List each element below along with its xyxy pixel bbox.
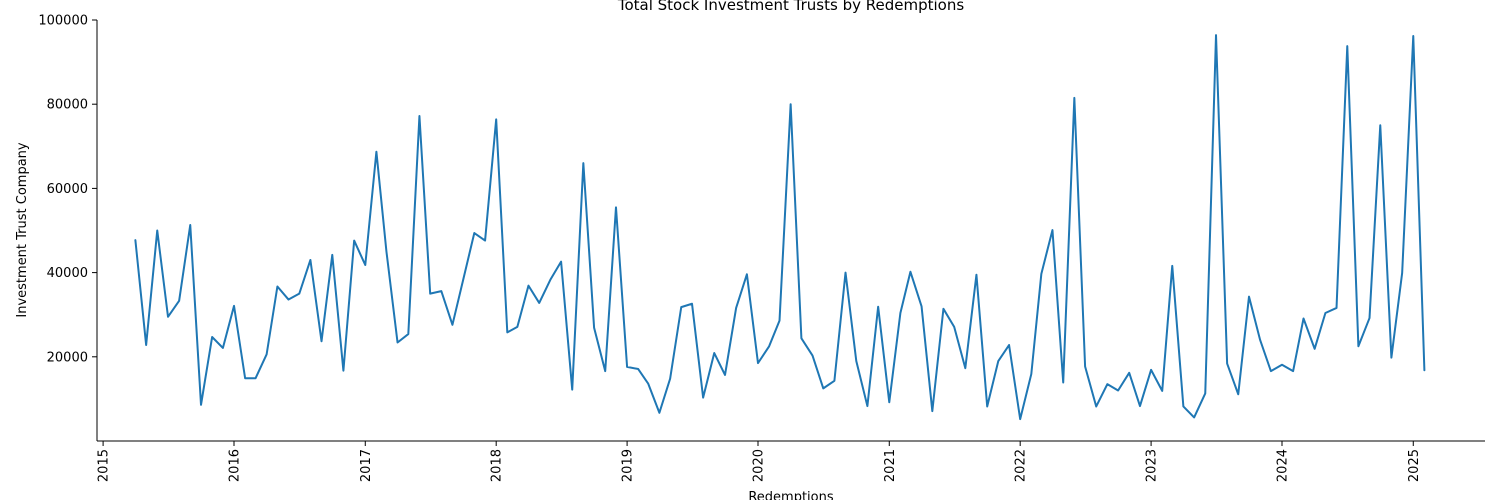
y-tick-label: 60000 xyxy=(47,182,88,197)
x-tick-label: 2025 xyxy=(1407,449,1422,482)
x-tick-label: 2019 xyxy=(621,449,636,482)
x-tick-label: 2015 xyxy=(97,449,112,482)
x-tick-label: 2017 xyxy=(359,449,374,482)
y-tick-label: 100000 xyxy=(38,14,88,29)
x-tick-label: 2023 xyxy=(1145,449,1160,482)
x-tick-label: 2021 xyxy=(883,449,898,482)
chart-title: Total Stock Investment Trusts by Redempt… xyxy=(617,0,964,14)
y-axis-label: Investment Trust Company xyxy=(15,142,30,318)
series-line xyxy=(134,34,1426,421)
x-axis-label: Redemptions xyxy=(748,490,834,500)
x-tick-label: 2016 xyxy=(228,449,243,482)
x-tick-label: 2024 xyxy=(1276,449,1291,482)
axis-ticks: 2015 2016 2017 2018 2019 2020 2021 2022 2023 2024… xyxy=(38,14,1421,483)
x-tick-label: 2022 xyxy=(1014,449,1029,482)
x-tick-label: 2018 xyxy=(490,449,505,482)
x-tick-label: 2020 xyxy=(752,449,767,482)
y-tick-label: 80000 xyxy=(47,98,88,113)
y-tick-label: 40000 xyxy=(47,266,88,281)
y-tick-label: 20000 xyxy=(47,350,88,365)
